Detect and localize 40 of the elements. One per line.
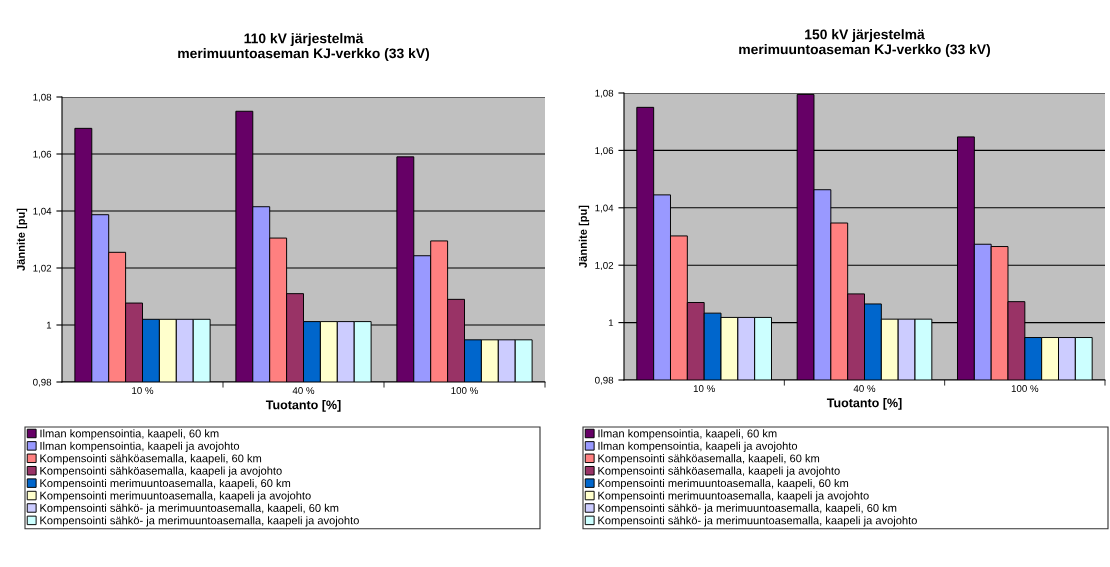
legend-label: Kompensointi sähkö- ja merimuuntoasemalla, kaapeli, 60 km	[598, 503, 897, 515]
x-tick-label: 10 %	[132, 387, 154, 394]
x-tick-label: 40 %	[853, 385, 876, 392]
x-axis-title: Tuotanto [%]	[265, 400, 341, 412]
y-tick-label: 1,02	[595, 261, 614, 270]
y-tick-label: 0,98	[33, 378, 52, 387]
legend-label: Ilman kompensointia, kaapeli ja avojohto	[598, 441, 798, 453]
x-tick-label: 40 %	[292, 387, 315, 394]
legend-label: Kompensointi sähköasemalla, kaapeli, 60 km	[598, 454, 820, 465]
x-axis-title: Tuotanto [%]	[826, 398, 902, 410]
legend-label: Kompensointi sähkö- ja merimuuntoasemalla, kaapeli ja avojohto	[40, 516, 359, 527]
y-tick-label: 1,08	[33, 93, 52, 102]
y-tick-label: 1	[608, 319, 614, 327]
legend-label: Kompensointi merimuuntoasemalla, kaapeli ja avojohto	[598, 491, 869, 502]
y-tick-label: 1,06	[33, 150, 52, 159]
y-tick-label: 1,08	[595, 89, 614, 98]
legend-label: Kompensointi sähköasemalla, kaapeli ja avojohto	[40, 466, 282, 477]
legend-label: Kompensointi merimuuntoasemalla, kaapeli ja avojohto	[40, 491, 311, 502]
legend-label: Kompensointi merimuuntoasemalla, kaapeli, 60 km	[40, 478, 291, 490]
x-tick-label: 10 %	[693, 385, 715, 392]
chart-title: 110 kV järjestelmä merimuuntoaseman KJ-verkko (33 kV)	[178, 33, 430, 61]
legend-label: Kompensointi sähkö- ja merimuuntoasemalla, kaapeli ja avojohto	[598, 516, 917, 527]
legend-label: Ilman kompensointia, kaapeli, 60 km	[598, 429, 777, 440]
y-tick-label: 1,04	[595, 204, 614, 213]
legend-label: Ilman kompensointia, kaapeli ja avojohto	[40, 441, 240, 453]
y-tick-label: 0,98	[595, 376, 614, 385]
legend-label: Kompensointi merimuuntoasemalla, kaapeli, 60 km	[598, 478, 849, 490]
y-axis-title: Jännite [pu]	[578, 205, 590, 268]
y-tick-label: 1	[46, 321, 52, 329]
legend-label: Ilman kompensointia, kaapeli, 60 km	[40, 429, 219, 440]
y-tick-label: 1,06	[595, 147, 614, 156]
chart-title: 150 kV järjestelmä merimuuntoaseman KJ-verkko (33 kV)	[739, 29, 991, 57]
x-tick-label: 100 %	[1011, 385, 1039, 392]
y-axis-title: Jännite [pu]	[16, 208, 28, 271]
x-tick-label: 100 %	[451, 387, 478, 394]
legend-label: Kompensointi sähköasemalla, kaapeli, 60 km	[40, 454, 262, 465]
y-tick-label: 1,04	[33, 207, 52, 216]
legend-label: Kompensointi sähkö- ja merimuuntoasemalla, kaapeli, 60 km	[40, 503, 339, 515]
legend-label: Kompensointi sähköasemalla, kaapeli ja avojohto	[598, 466, 840, 477]
y-tick-label: 1,02	[33, 264, 52, 273]
